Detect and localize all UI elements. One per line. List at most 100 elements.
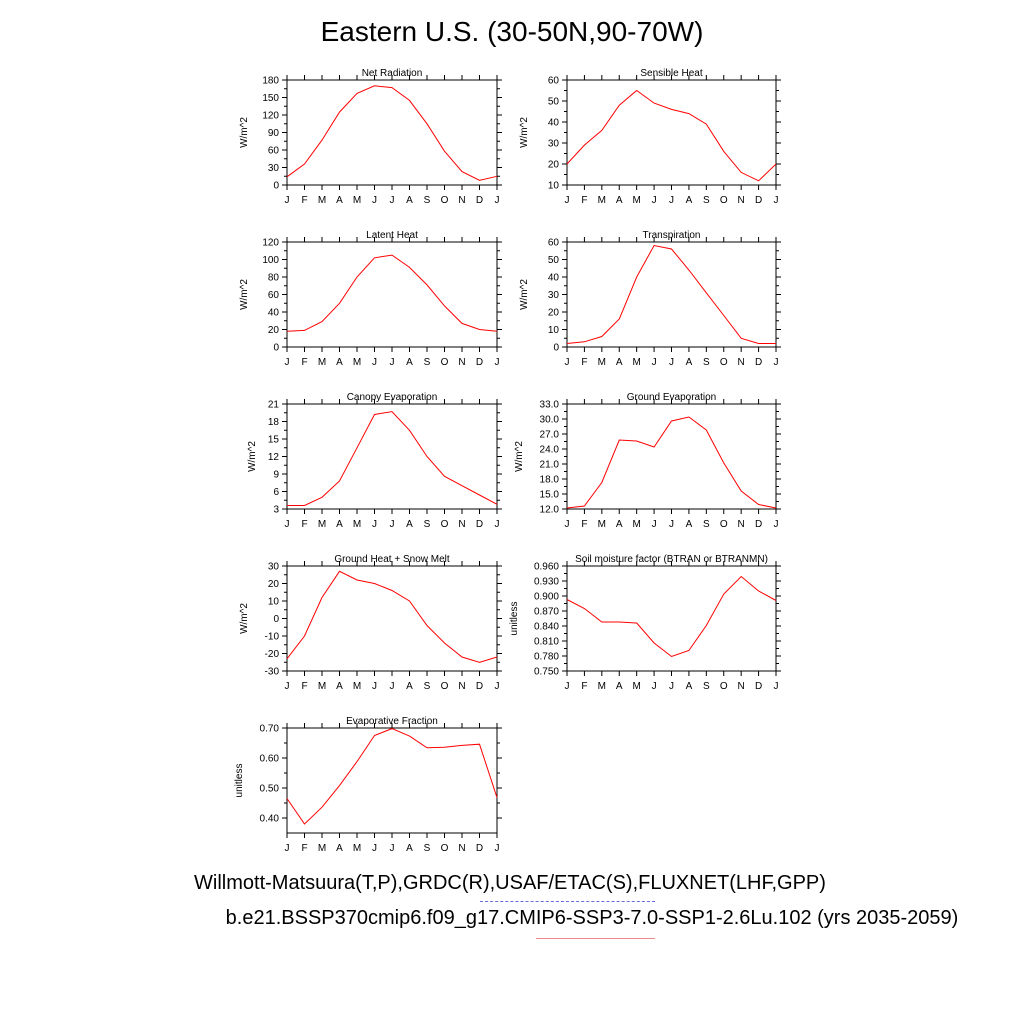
y-axis-label: W/m^2 (247, 441, 258, 472)
x-tick-label: A (616, 357, 623, 368)
y-tick-label: 20 (548, 308, 560, 319)
panel-title: Ground Heat + Snow Melt (334, 554, 450, 565)
x-tick-label: A (406, 195, 413, 206)
y-tick-label: -30 (265, 667, 280, 678)
y-tick-label: 0 (273, 614, 279, 625)
plot-frame (566, 79, 777, 186)
panel-title: Evaporative Fraction (346, 716, 438, 727)
panel-title: Transpiration (643, 230, 701, 241)
x-tick-label: N (738, 195, 745, 206)
x-tick-label: A (686, 519, 693, 530)
y-tick-label: 27.0 (540, 430, 560, 441)
y-tick-label: 0.870 (534, 607, 559, 618)
x-tick-label: A (686, 195, 693, 206)
y-tick-label: 20 (268, 325, 280, 336)
series-line (286, 728, 498, 825)
x-tick-label: J (652, 519, 657, 530)
y-tick-label: 0.810 (534, 637, 559, 648)
x-tick-label: J (372, 681, 377, 692)
x-tick-label: J (495, 681, 500, 692)
x-tick-label: N (458, 195, 465, 206)
x-tick-label: J (774, 681, 779, 692)
series-line (286, 254, 498, 332)
x-tick-label: M (632, 519, 640, 530)
x-tick-label: A (336, 681, 343, 692)
x-tick-label: A (686, 681, 693, 692)
series-line (566, 244, 776, 344)
footer-underline-decoration (536, 938, 655, 939)
y-tick-label: -10 (265, 632, 280, 643)
x-tick-label: M (318, 843, 326, 854)
data-sources-footer: Willmott-Matsuura(T,P),GRDC(R),USAF/ETAC… (194, 872, 826, 894)
y-tick-label: 40 (548, 273, 560, 284)
y-tick-label: 150 (262, 93, 279, 104)
x-tick-label: F (581, 195, 587, 206)
y-axis-label: W/m^2 (239, 117, 250, 148)
panel-title: Soil moisture factor (BTRAN or BTRANMN) (575, 554, 768, 565)
x-tick-label: F (301, 843, 307, 854)
x-tick-label: J (669, 681, 674, 692)
x-tick-label: J (372, 357, 377, 368)
x-tick-label: J (372, 195, 377, 206)
y-tick-label: 60 (268, 290, 280, 301)
x-tick-label: A (686, 357, 693, 368)
panel-soil-moisture-factor-btran-or-btranmn: Soil moisture factor (BTRAN or BTRANMN) J… (509, 554, 781, 692)
series-line (566, 575, 777, 658)
y-tick-label: 0.960 (534, 562, 559, 573)
x-tick-label: S (703, 681, 710, 692)
x-tick-label: N (738, 519, 745, 530)
x-tick-label: N (738, 681, 745, 692)
x-tick-label: O (441, 681, 449, 692)
x-tick-label: M (318, 357, 326, 368)
y-tick-label: 0.930 (534, 577, 559, 588)
y-tick-label: 12 (268, 452, 280, 463)
y-tick-label: 21.0 (540, 460, 560, 471)
x-tick-label: J (774, 519, 779, 530)
x-tick-label: N (458, 519, 465, 530)
x-tick-label: S (424, 681, 431, 692)
y-tick-label: 0 (273, 181, 279, 192)
y-tick-label: 0 (553, 343, 559, 354)
x-tick-label: O (720, 357, 728, 368)
y-axis-label: W/m^2 (514, 441, 525, 472)
y-tick-label: 0.70 (260, 724, 280, 735)
y-tick-label: 60 (268, 146, 280, 157)
x-tick-label: D (755, 357, 762, 368)
x-tick-label: M (598, 519, 606, 530)
y-tick-label: 12.0 (540, 505, 560, 516)
y-axis-label: unitless (234, 764, 245, 798)
series-line (286, 85, 498, 181)
x-tick-label: J (774, 357, 779, 368)
x-tick-label: F (301, 519, 307, 530)
y-tick-label: 18.0 (540, 475, 560, 486)
y-tick-label: 30 (548, 290, 560, 301)
y-tick-label: 100 (262, 255, 279, 266)
x-tick-label: D (476, 519, 483, 530)
y-tick-label: 60 (548, 76, 560, 87)
y-axis-label: W/m^2 (519, 117, 530, 148)
series-line (286, 570, 498, 663)
x-tick-label: M (632, 195, 640, 206)
case-name-footer: b.e21.BSSP370cmip6.f09_g17.CMIP6-SSP3-7.… (225, 907, 959, 929)
plot-frame (566, 565, 777, 672)
y-tick-label: 20 (268, 579, 280, 590)
x-tick-label: M (353, 843, 361, 854)
x-tick-label: A (616, 681, 623, 692)
y-tick-label: 180 (262, 76, 279, 87)
x-tick-label: J (652, 681, 657, 692)
x-tick-label: J (495, 519, 500, 530)
y-tick-label: 6 (273, 487, 279, 498)
x-tick-label: A (336, 519, 343, 530)
panel-title: Ground Evaporation (627, 392, 717, 403)
y-tick-label: -20 (265, 649, 280, 660)
x-tick-label: J (565, 519, 570, 530)
x-tick-label: F (581, 681, 587, 692)
y-tick-label: 30 (268, 562, 280, 573)
x-tick-label: M (353, 195, 361, 206)
